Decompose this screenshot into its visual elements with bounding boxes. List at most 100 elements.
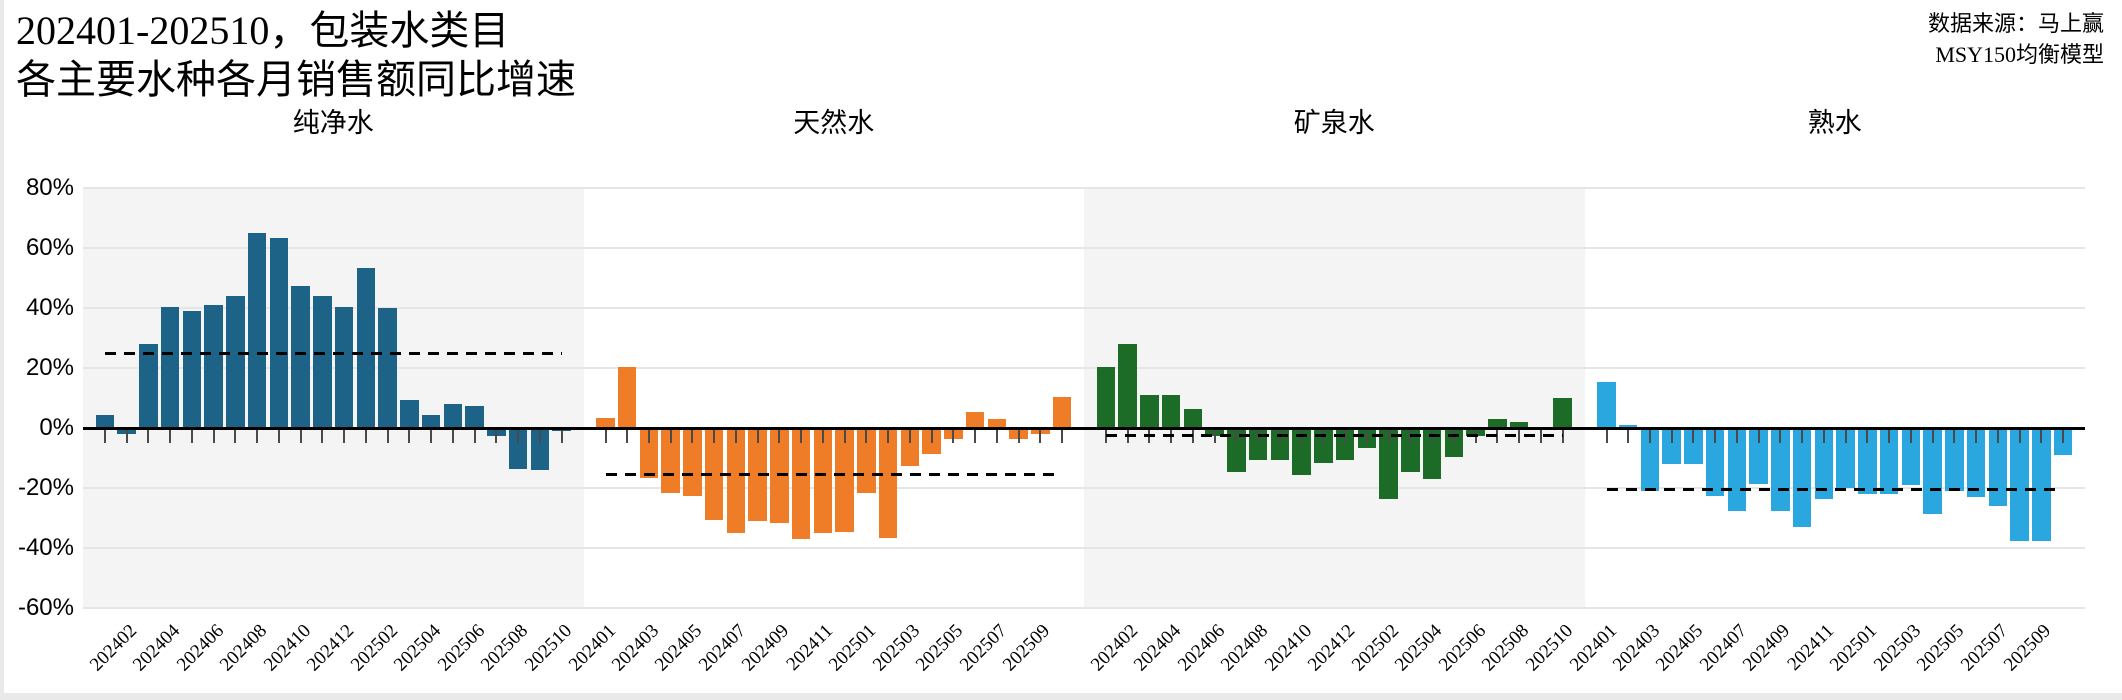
panel-title-pure-water: 纯净水 — [292, 108, 374, 138]
x-axis-tick — [1931, 430, 1934, 443]
bar-natural-water-202404 — [661, 428, 680, 493]
window-left-edge — [0, 0, 4, 700]
bar-natural-water-202501 — [857, 428, 876, 493]
gridline--40 — [83, 547, 2085, 549]
x-axis-tick — [343, 430, 346, 443]
bar-mineral-water-202407 — [1227, 428, 1246, 472]
bar-pure-water-202503 — [400, 399, 419, 428]
bar-natural-water-202507 — [987, 419, 1007, 428]
x-axis-tick — [604, 430, 607, 443]
gridline-20 — [83, 367, 2085, 369]
x-axis-tick — [2062, 430, 2064, 443]
data-source-text: 数据来源：马上赢 — [1927, 11, 2104, 36]
x-axis-tick — [626, 430, 629, 443]
bar-boiled-water-202412 — [1836, 428, 1855, 488]
x-axis-tick — [1888, 430, 1891, 443]
window-bottom-edge — [0, 693, 2122, 700]
x-axis-tick — [908, 430, 911, 443]
x-axis-tick — [256, 430, 259, 443]
bar-boiled-water-202411 — [1814, 428, 1834, 499]
x-axis-tick — [386, 430, 389, 443]
source-block: 数据来源：马上赢 MSY150均衡模型 — [1928, 8, 2104, 70]
panel-title-mineral-water: 矿泉水 — [1293, 108, 1375, 138]
x-axis-tick — [1996, 430, 1999, 443]
bar-boiled-water-202403 — [1640, 428, 1660, 491]
bar-pure-water-202406 — [204, 305, 223, 428]
bar-pure-water-202403 — [139, 344, 158, 428]
x-axis-tick — [952, 430, 955, 443]
x-axis-tick — [104, 430, 106, 443]
bar-mineral-water-202405 — [1183, 408, 1203, 428]
x-axis-tick — [800, 430, 803, 443]
y-axis-tick-label: 20% — [25, 354, 74, 381]
x-axis-tick — [713, 430, 716, 443]
panel-title-boiled-water: 熟水 — [1807, 108, 1862, 138]
gridline-60 — [83, 247, 2085, 249]
x-axis-tick — [1714, 430, 1717, 443]
x-axis-tick — [1975, 430, 1978, 443]
bar-natural-water-202506 — [965, 411, 985, 428]
bar-boiled-water-202503 — [1901, 428, 1921, 485]
bar-mineral-water-202402 — [1118, 344, 1137, 428]
gridline-80 — [83, 187, 2085, 189]
x-axis-tick — [1757, 430, 1760, 443]
panel-title-natural-water: 天然水 — [793, 108, 875, 138]
bar-boiled-water-202504 — [1923, 428, 1942, 514]
x-axis-tick — [321, 430, 324, 443]
y-axis-tick-label: 60% — [25, 234, 74, 261]
bar-pure-water-202409 — [269, 237, 289, 428]
gridline--60 — [83, 607, 2085, 609]
mean-line-natural-water — [605, 473, 1062, 476]
x-axis-tick — [1844, 430, 1847, 443]
x-axis-tick — [560, 430, 563, 443]
bar-natural-water-202503 — [900, 428, 920, 466]
x-axis-tick — [1779, 430, 1782, 443]
bar-boiled-water-202509 — [2032, 428, 2051, 541]
bar-pure-water-202411 — [313, 296, 332, 428]
panel-background-mineral-water — [1084, 188, 1585, 608]
x-axis-tick — [495, 430, 498, 443]
x-axis-tick — [1866, 430, 1869, 443]
x-axis-tick — [1017, 430, 1020, 443]
bar-natural-water-202410 — [791, 428, 811, 539]
x-axis-tick — [887, 430, 890, 443]
bar-mineral-water-202510 — [1553, 398, 1572, 428]
bar-natural-water-202407 — [726, 428, 746, 533]
bar-mineral-water-202507 — [1488, 419, 1507, 428]
y-axis-tick-label: -40% — [17, 534, 74, 561]
x-axis-tick — [1561, 430, 1564, 443]
x-axis-tick — [1801, 430, 1804, 443]
y-axis-tick-label: 40% — [25, 294, 74, 321]
panel-background-natural-water — [584, 188, 1085, 608]
x-axis-tick — [1909, 430, 1912, 443]
x-axis-tick — [647, 430, 650, 443]
x-axis-tick — [277, 430, 280, 443]
bar-pure-water-202510 — [552, 428, 571, 431]
gridline-40 — [83, 307, 2085, 309]
x-axis-tick — [734, 430, 737, 443]
bar-boiled-water-202410 — [1792, 428, 1812, 527]
bar-boiled-water-202502 — [1879, 428, 1899, 494]
bar-pure-water-202505 — [443, 404, 463, 428]
page-subtitle: 各主要水种各月销售额同比增速 — [16, 57, 576, 102]
bar-mineral-water-202410 — [1292, 428, 1311, 475]
bar-mineral-water-202508 — [1509, 422, 1529, 428]
x-axis-tick — [125, 430, 128, 443]
model-name-text: MSY150均衡模型 — [1935, 42, 2104, 67]
x-axis-tick — [995, 430, 998, 443]
bar-natural-water-202510 — [1052, 396, 1072, 428]
x-axis-tick — [1670, 430, 1673, 443]
x-axis-tick — [1605, 430, 1608, 443]
bar-mineral-water-202404 — [1161, 395, 1181, 428]
bar-pure-water-202501 — [356, 267, 376, 428]
x-axis-tick — [865, 430, 868, 443]
bar-pure-water-202408 — [247, 233, 267, 428]
bar-boiled-water-202405 — [1684, 428, 1703, 464]
zero-axis-line — [83, 426, 2085, 430]
bar-natural-water-202405 — [683, 428, 702, 496]
bar-boiled-water-202507 — [1988, 428, 2008, 506]
x-axis-tick — [169, 430, 172, 443]
bar-boiled-water-202404 — [1662, 428, 1681, 464]
x-axis-tick — [974, 430, 977, 443]
bar-boiled-water-202401 — [1597, 381, 1616, 428]
